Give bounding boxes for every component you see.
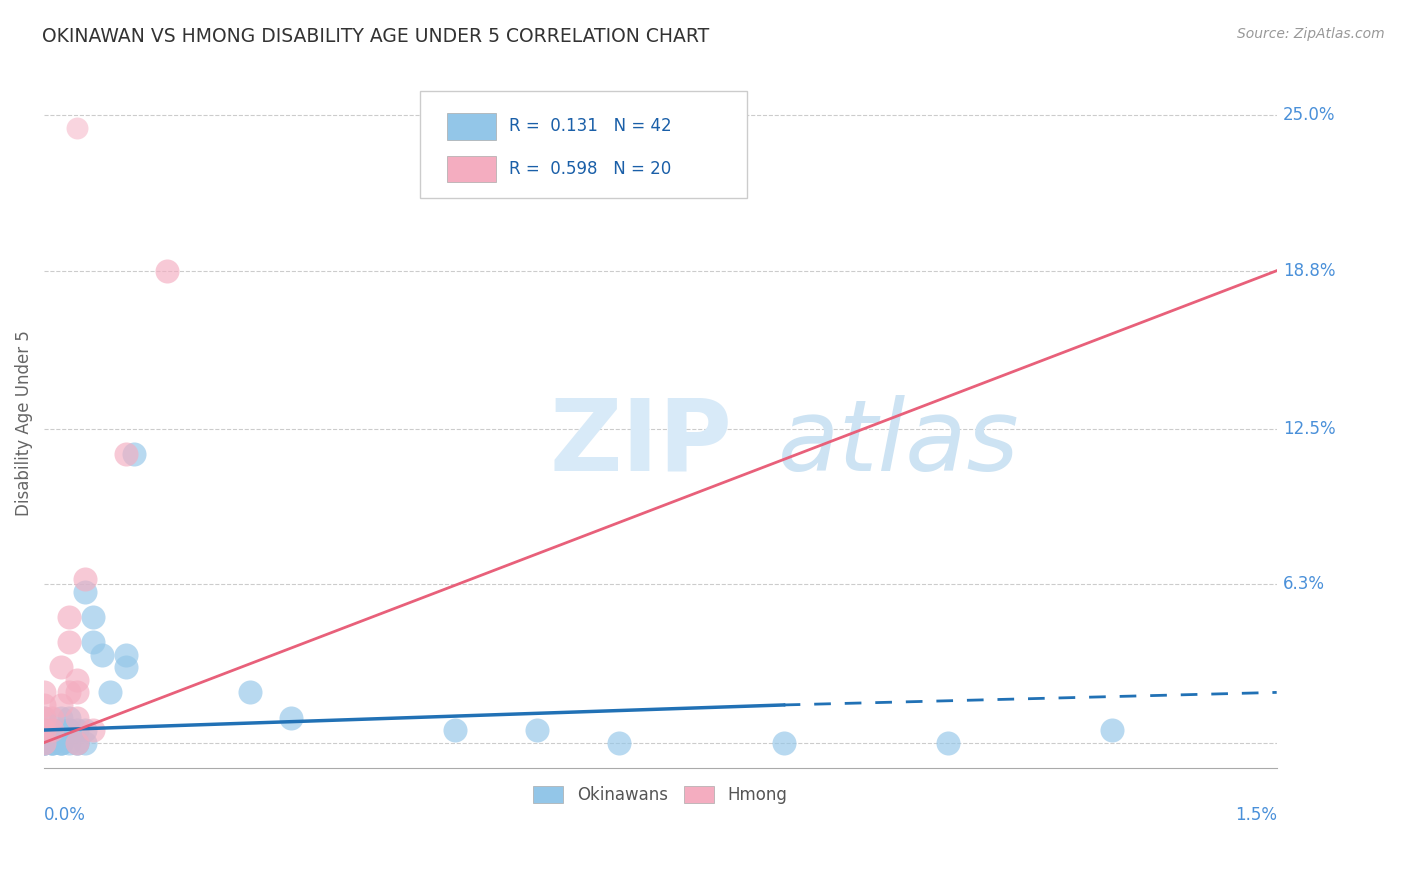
- Point: [82, 635, 104, 649]
- Text: 18.8%: 18.8%: [1282, 261, 1336, 280]
- Point: [115, 648, 138, 662]
- Point: [115, 447, 138, 461]
- Point: [66, 673, 89, 687]
- Point: [75, 585, 97, 599]
- Point: [49, 698, 72, 712]
- Point: [32, 723, 55, 737]
- Point: [58, 723, 80, 737]
- Point: [41, 723, 63, 737]
- Point: [58, 610, 80, 624]
- Text: R =  0.598   N = 20: R = 0.598 N = 20: [509, 161, 671, 178]
- Point: [82, 723, 104, 737]
- Text: OKINAWAN VS HMONG DISABILITY AGE UNDER 5 CORRELATION CHART: OKINAWAN VS HMONG DISABILITY AGE UNDER 5…: [42, 27, 710, 45]
- Point: [49, 660, 72, 674]
- Point: [49, 723, 72, 737]
- Point: [41, 736, 63, 750]
- Point: [32, 685, 55, 699]
- Text: Source: ZipAtlas.com: Source: ZipAtlas.com: [1237, 27, 1385, 41]
- Point: [772, 736, 794, 750]
- Point: [444, 723, 467, 737]
- Point: [41, 736, 63, 750]
- Bar: [447, 113, 496, 139]
- Point: [32, 710, 55, 724]
- Point: [936, 736, 959, 750]
- Text: 6.3%: 6.3%: [1282, 575, 1324, 593]
- Point: [98, 685, 121, 699]
- Text: ZIP: ZIP: [550, 395, 733, 491]
- Text: 25.0%: 25.0%: [1282, 106, 1336, 124]
- FancyBboxPatch shape: [420, 91, 747, 198]
- Point: [66, 723, 89, 737]
- Point: [32, 723, 55, 737]
- Point: [124, 447, 146, 461]
- Point: [280, 710, 302, 724]
- Point: [66, 736, 89, 750]
- Point: [58, 723, 80, 737]
- Bar: [447, 156, 496, 182]
- Point: [32, 710, 55, 724]
- Point: [49, 736, 72, 750]
- Point: [75, 573, 97, 587]
- Point: [115, 660, 138, 674]
- Legend: Okinawans, Hmong: Okinawans, Hmong: [527, 780, 794, 811]
- Point: [32, 736, 55, 750]
- Point: [66, 710, 89, 724]
- Point: [238, 685, 260, 699]
- Point: [41, 736, 63, 750]
- Point: [526, 723, 548, 737]
- Point: [66, 736, 89, 750]
- Point: [58, 635, 80, 649]
- Text: atlas: atlas: [778, 395, 1019, 491]
- Point: [32, 698, 55, 712]
- Point: [58, 685, 80, 699]
- Text: 12.5%: 12.5%: [1282, 420, 1336, 438]
- Point: [82, 610, 104, 624]
- Point: [607, 736, 630, 750]
- Point: [75, 723, 97, 737]
- Point: [90, 648, 112, 662]
- Point: [49, 736, 72, 750]
- Point: [49, 736, 72, 750]
- Point: [32, 736, 55, 750]
- Point: [1101, 723, 1123, 737]
- Point: [66, 736, 89, 750]
- Point: [32, 736, 55, 750]
- Y-axis label: Disability Age Under 5: Disability Age Under 5: [15, 330, 32, 516]
- Point: [58, 710, 80, 724]
- Text: R =  0.131   N = 42: R = 0.131 N = 42: [509, 118, 672, 136]
- Point: [58, 736, 80, 750]
- Point: [32, 736, 55, 750]
- Point: [41, 723, 63, 737]
- Point: [41, 723, 63, 737]
- Point: [66, 685, 89, 699]
- Point: [32, 723, 55, 737]
- Text: 1.5%: 1.5%: [1234, 805, 1277, 823]
- Text: 0.0%: 0.0%: [44, 805, 86, 823]
- Point: [41, 710, 63, 724]
- Point: [156, 263, 179, 277]
- Point: [75, 736, 97, 750]
- Point: [49, 710, 72, 724]
- Point: [32, 736, 55, 750]
- Point: [66, 120, 89, 135]
